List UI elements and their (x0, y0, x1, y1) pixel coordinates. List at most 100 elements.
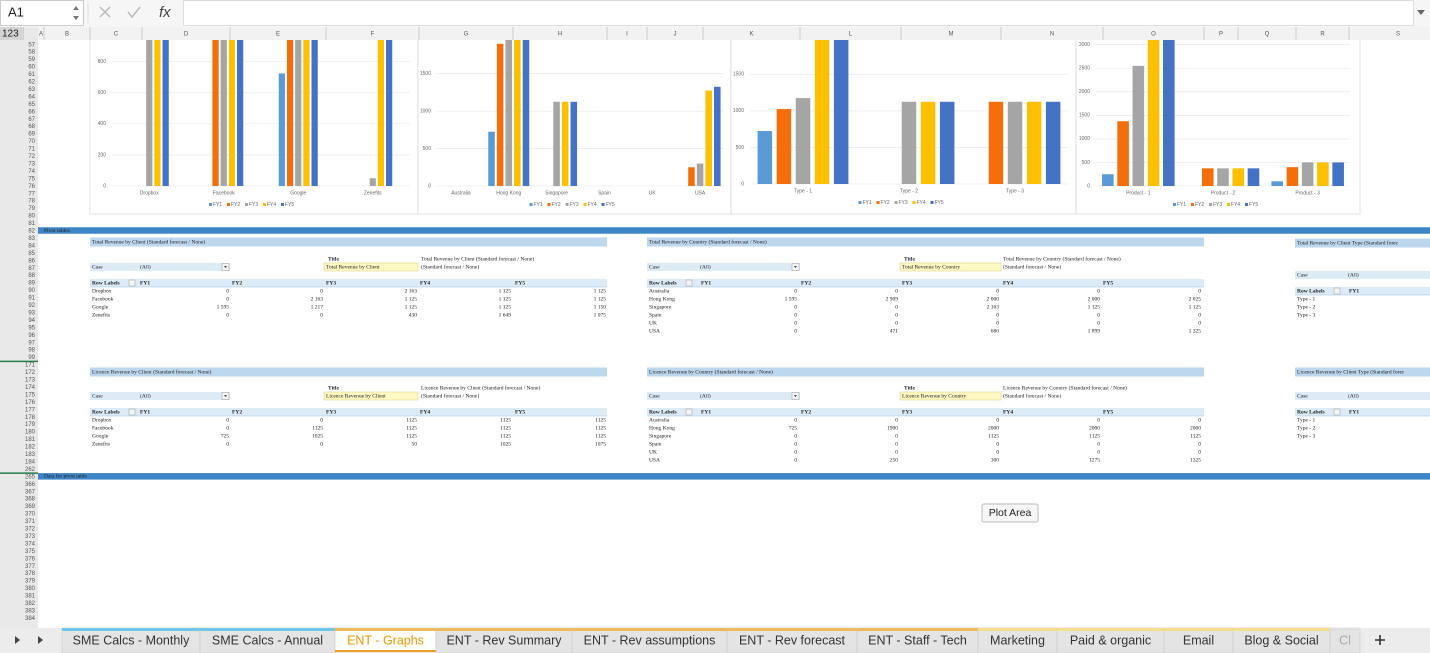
filter-value: (All) (140, 263, 151, 270)
sheet-tab[interactable] (856, 627, 979, 653)
pivot-row-label: Singapore (649, 304, 672, 310)
bar (1217, 168, 1229, 186)
row-labels-filter[interactable] (128, 408, 136, 416)
bar (795, 98, 811, 184)
bar (1201, 168, 1214, 186)
row-header: 376 (25, 556, 36, 562)
column-header: F (371, 32, 375, 38)
pivot-cell: 0 (1198, 449, 1201, 455)
pivot-title: Licence Revenue by Client Type (Standard… (1297, 368, 1405, 375)
sheet-tab[interactable] (334, 627, 437, 653)
pivot-cell: 0 (895, 288, 898, 294)
row-header: 65 (28, 102, 35, 108)
pivot-cell: 1 595 (785, 296, 798, 302)
pivot-cell: 1125 (406, 433, 417, 439)
row-header: 381 (25, 594, 36, 600)
pivot-title: Total Revenue by Client Type (Standard f… (1297, 239, 1399, 246)
sheet-tab[interactable] (1329, 627, 1361, 653)
legend-label: FY1 (534, 202, 543, 208)
tab-color-strip (1164, 628, 1233, 631)
sheet-tab[interactable] (1163, 627, 1234, 653)
column-header: D (184, 32, 189, 38)
tab-color-strip (572, 628, 727, 631)
row-labels-filter[interactable] (128, 279, 136, 287)
row-header: 178 (25, 415, 36, 421)
cancel-icon[interactable] (99, 6, 111, 18)
bar (814, 40, 830, 185)
name-box[interactable] (0, 0, 84, 26)
row-header: 92 (28, 303, 35, 309)
formula-input[interactable] (183, 0, 1414, 26)
pivot-cell: 0 (320, 441, 323, 447)
formula-expand[interactable] (1417, 10, 1425, 15)
legend-label: FY1 (1177, 202, 1186, 208)
add-sheet[interactable] (1375, 635, 1385, 645)
row-labels-filter[interactable] (1333, 408, 1341, 416)
pivot-cell: 0 (1198, 417, 1201, 423)
legend-label: FY5 (935, 200, 944, 206)
pivot-column-header: FY3 (326, 280, 336, 286)
row-header: 76 (28, 184, 35, 190)
pivot-cell: 1 150 (594, 304, 607, 310)
pivot-column-header: FY1 (701, 409, 711, 415)
row-header: 81 (28, 221, 35, 227)
sheet-tab[interactable] (435, 627, 573, 653)
legend-swatch (1173, 203, 1176, 206)
pivot-cell: 2 163 (987, 304, 1000, 310)
filter-value: (All) (700, 392, 711, 399)
legend-label: FY3 (570, 202, 579, 208)
pivot-cell: 1125 (500, 433, 511, 439)
row-header: 70 (28, 139, 35, 145)
legend-label: FY3 (899, 200, 908, 206)
title-label: Title (904, 256, 915, 262)
row-header: 94 (28, 318, 35, 324)
corner (0, 27, 24, 40)
bar (295, 40, 302, 186)
pivot-column-header: FY5 (515, 409, 525, 415)
pivot-row-label: UK (649, 449, 657, 455)
pivot-cell: 0 (895, 312, 898, 318)
bar (303, 40, 310, 186)
legend-swatch (227, 203, 230, 206)
sheet-tab[interactable] (726, 627, 858, 653)
sheet-tab[interactable] (571, 627, 728, 653)
name-box-spinner[interactable] (73, 6, 79, 20)
pivot-column-header: Row Labels (649, 409, 677, 415)
sheet-tab-label: ENT - Rev forecast (739, 633, 846, 647)
row-labels-filter[interactable] (685, 279, 693, 287)
row-header: 66 (28, 109, 35, 115)
pivot-cell: 1025 (500, 441, 511, 447)
tab-color-strip (436, 628, 572, 631)
row-header: 58 (28, 50, 35, 56)
bar (488, 131, 495, 186)
filter-row (647, 392, 800, 400)
row-header: 368 (25, 497, 36, 503)
pivot-column-header: FY5 (1103, 280, 1113, 286)
pivot-cell: 0 (1097, 441, 1100, 447)
pivot-cell: 0 (226, 312, 229, 318)
pivot-row-label: UK (649, 320, 657, 326)
x-tick-label: Hong Kong (496, 190, 521, 196)
row-header: 57 (28, 42, 35, 48)
pivot-cell: 2 163 (405, 288, 418, 294)
row-labels-filter[interactable] (1333, 287, 1341, 295)
bar (1317, 162, 1329, 186)
row-header: 382 (25, 601, 36, 607)
filter-label: Case (649, 264, 660, 270)
pivot-row-label: Google (92, 304, 109, 310)
row-header: 90 (28, 288, 35, 294)
pivot-cell: 1125 (1190, 433, 1201, 439)
row-labels-filter[interactable] (685, 408, 693, 416)
legend-label: FY5 (285, 202, 294, 208)
pivot-cell: 300 (991, 457, 1000, 463)
pivot-title-bar (90, 237, 607, 247)
legend-swatch (209, 203, 212, 206)
confirm-icon[interactable] (127, 6, 141, 19)
legend-swatch (263, 203, 266, 206)
pivot-column-header: FY1 (1349, 288, 1359, 294)
pivot-column-header: FY5 (515, 280, 525, 286)
function-icon[interactable]: fx (159, 4, 171, 21)
pivot-row-label: USA (649, 457, 660, 463)
row-header: 71 (28, 147, 35, 153)
pivot-cell: 0 (794, 320, 797, 326)
